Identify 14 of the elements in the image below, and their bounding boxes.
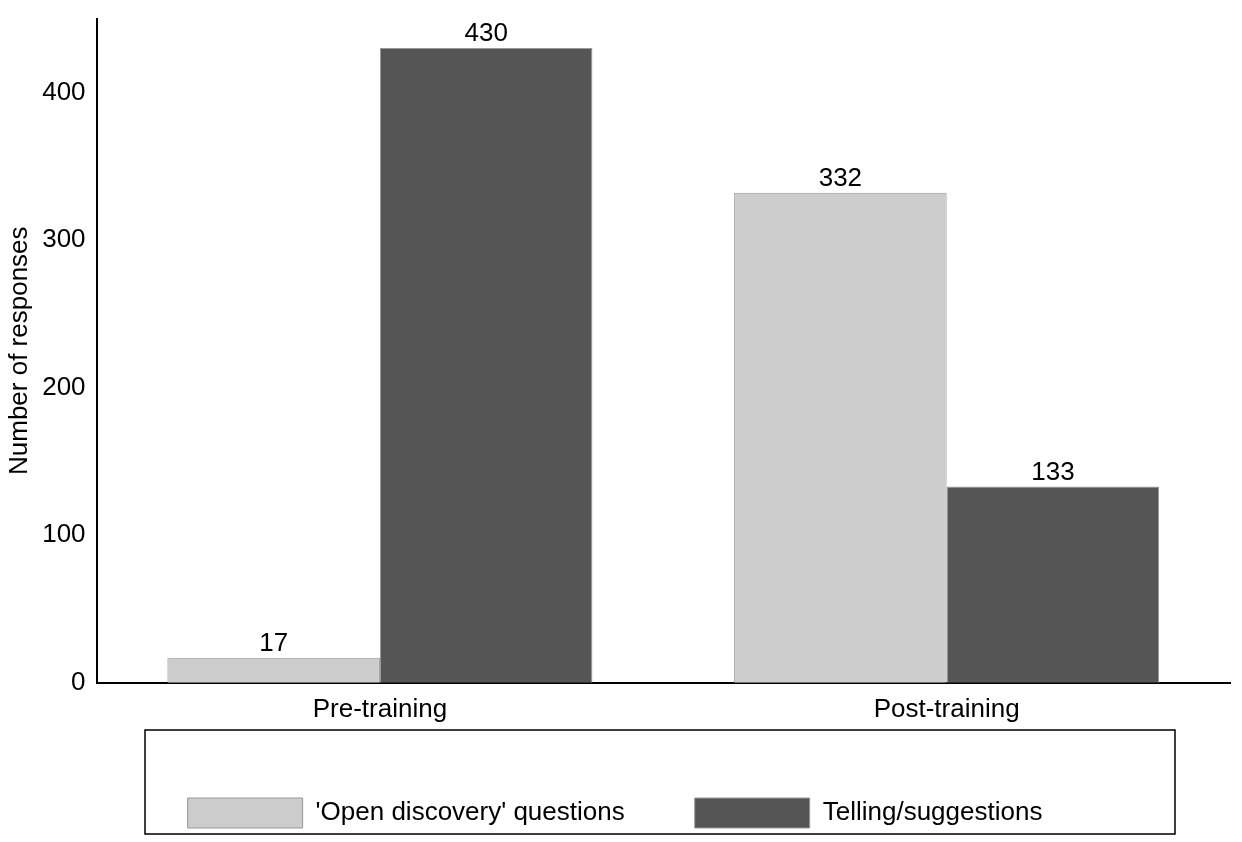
y-tick-label: 100 [42, 518, 86, 549]
y-tick-label: 400 [42, 75, 86, 106]
y-axis-title: Number of responses [2, 226, 33, 475]
data-label: 332 [818, 161, 863, 192]
y-tick-label: 0 [71, 665, 86, 696]
x-tick-label: Pre-training [312, 692, 448, 723]
data-label: 17 [259, 626, 289, 657]
legend-label: 'Open discovery' questions [315, 796, 625, 827]
data-label: 430 [464, 17, 508, 48]
data-label: 133 [1031, 455, 1075, 486]
y-tick-label: 300 [42, 223, 86, 254]
y-tick-label: 200 [42, 370, 86, 401]
x-tick-label: Post-training [873, 692, 1020, 723]
legend-label: Telling/suggestions [822, 796, 1043, 827]
